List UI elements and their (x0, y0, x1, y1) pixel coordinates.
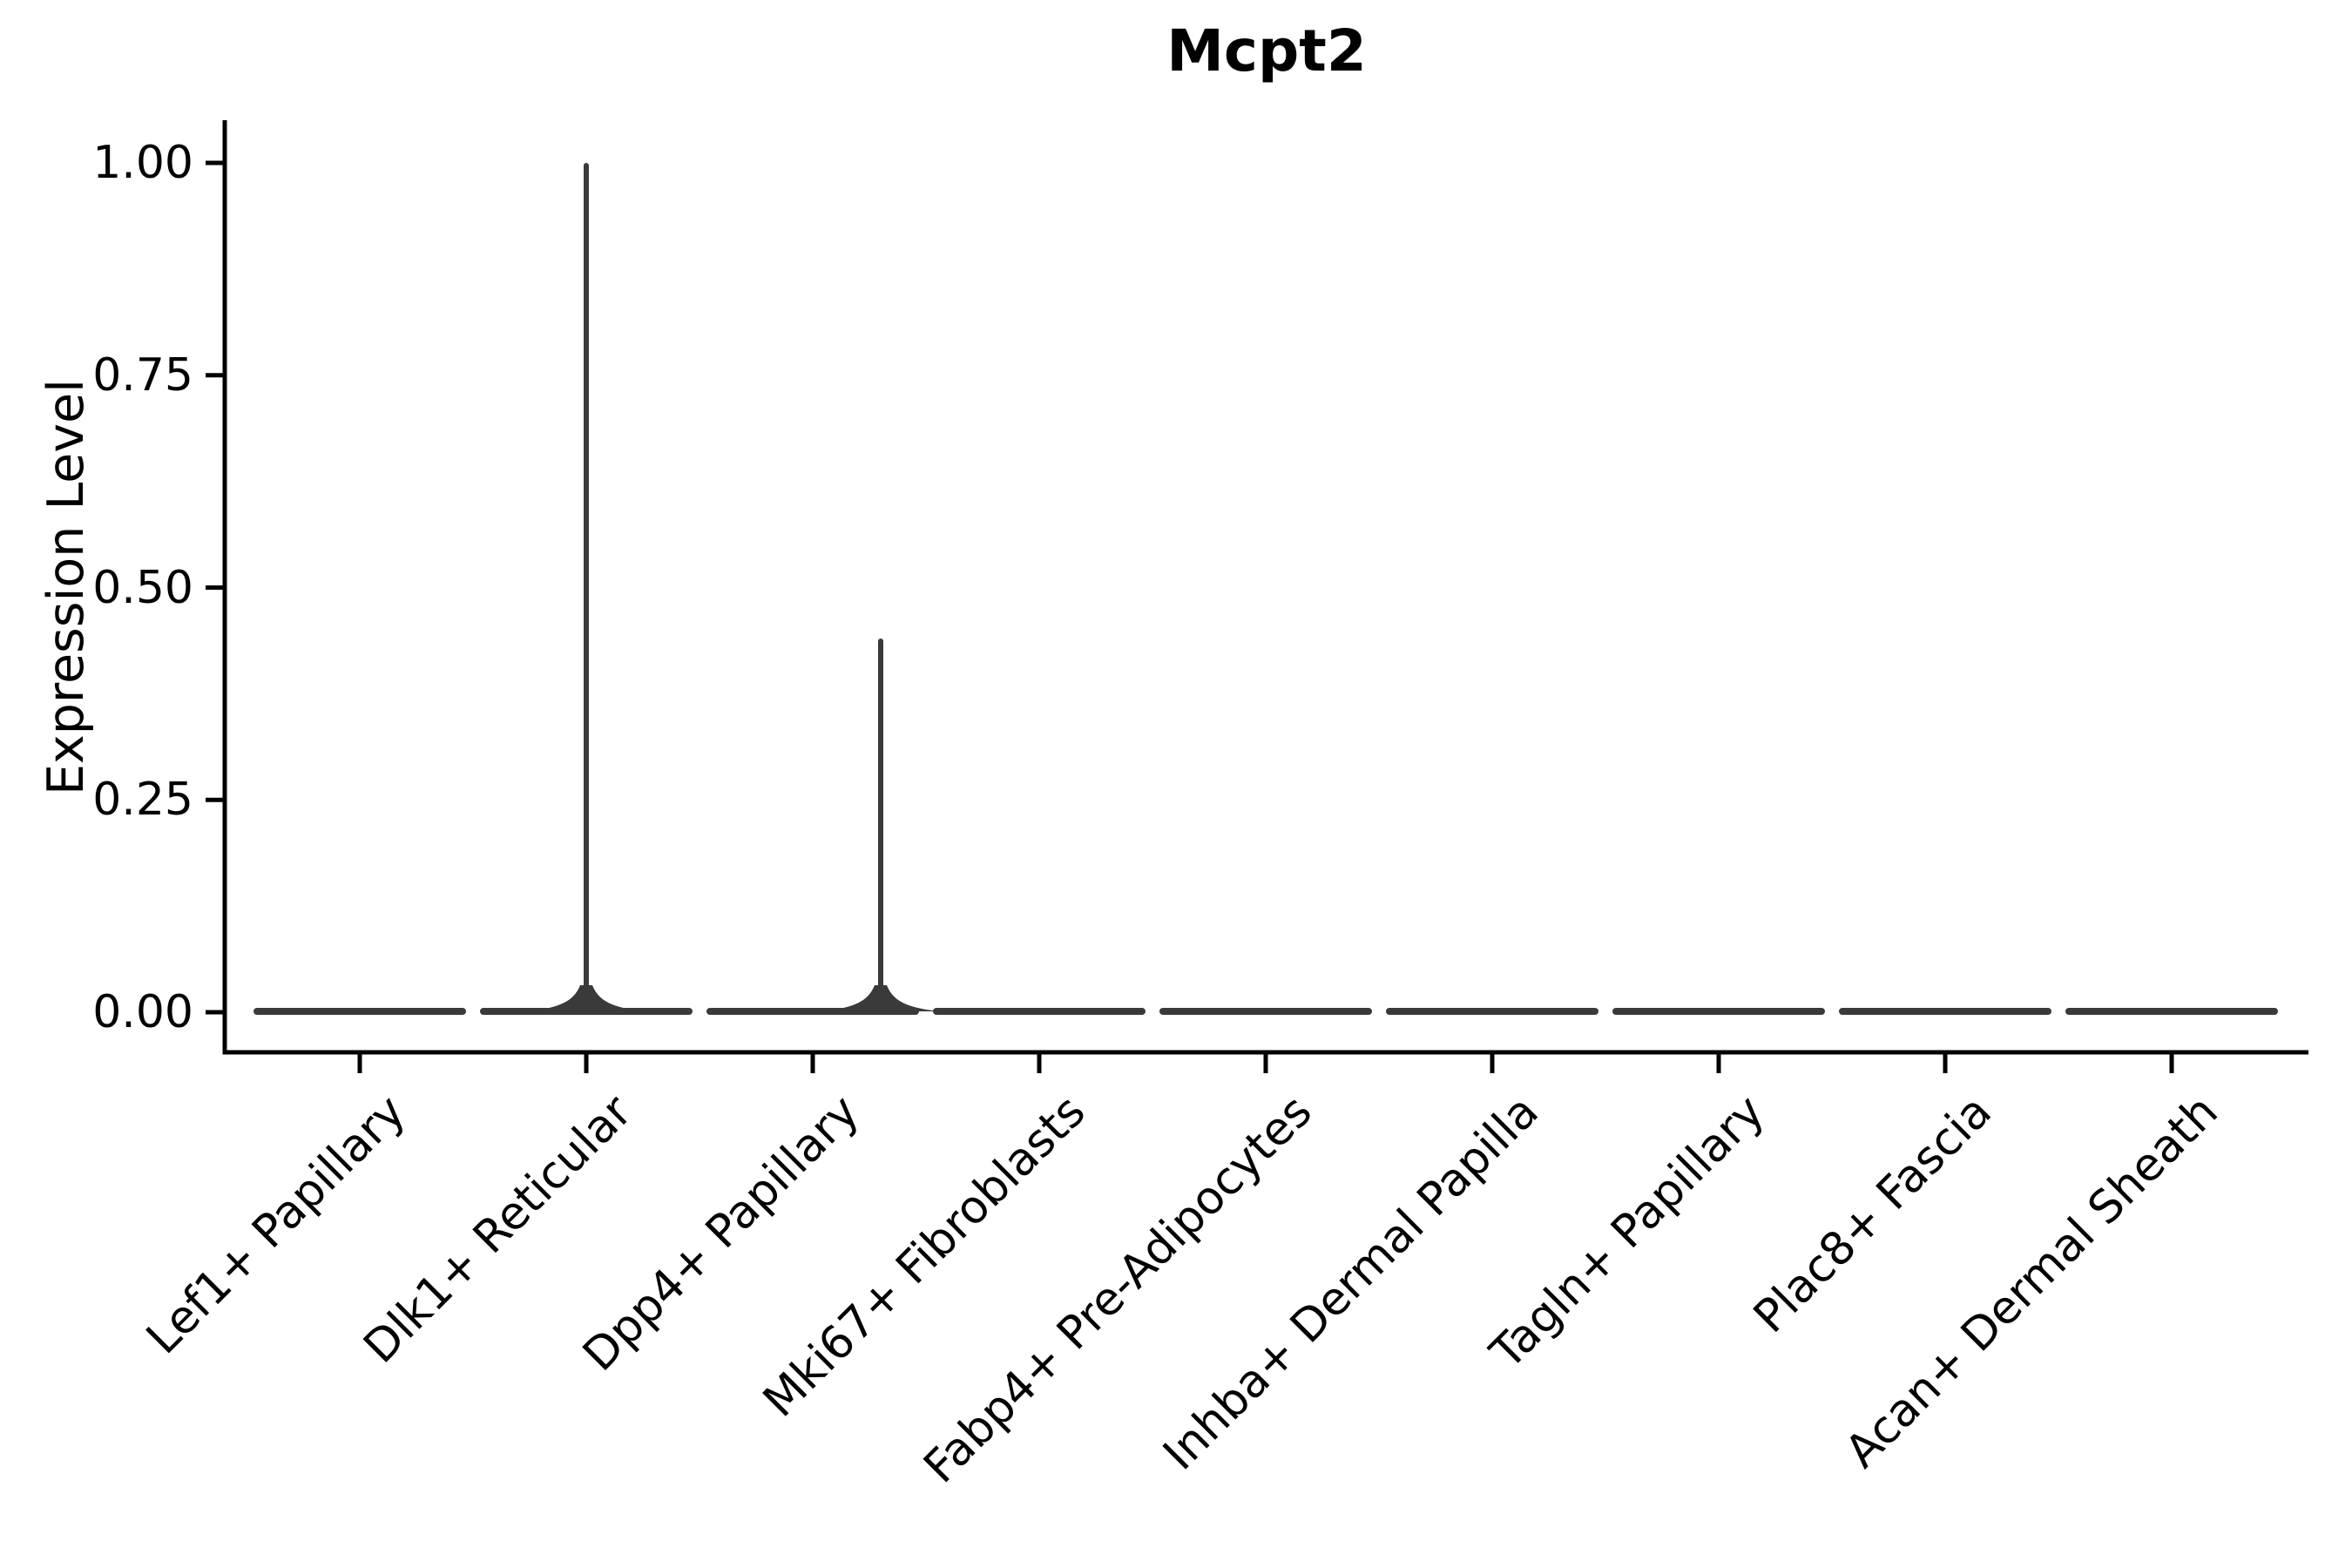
y-tick-label: 0.50 (92, 561, 193, 614)
y-tick-label: 0.25 (92, 774, 193, 827)
y-tick-label: 0.00 (92, 986, 193, 1038)
chart-title: Mcpt2 (1166, 17, 1367, 84)
y-tick-label: 0.75 (92, 348, 193, 402)
y-tick-label: 1.00 (92, 137, 193, 189)
